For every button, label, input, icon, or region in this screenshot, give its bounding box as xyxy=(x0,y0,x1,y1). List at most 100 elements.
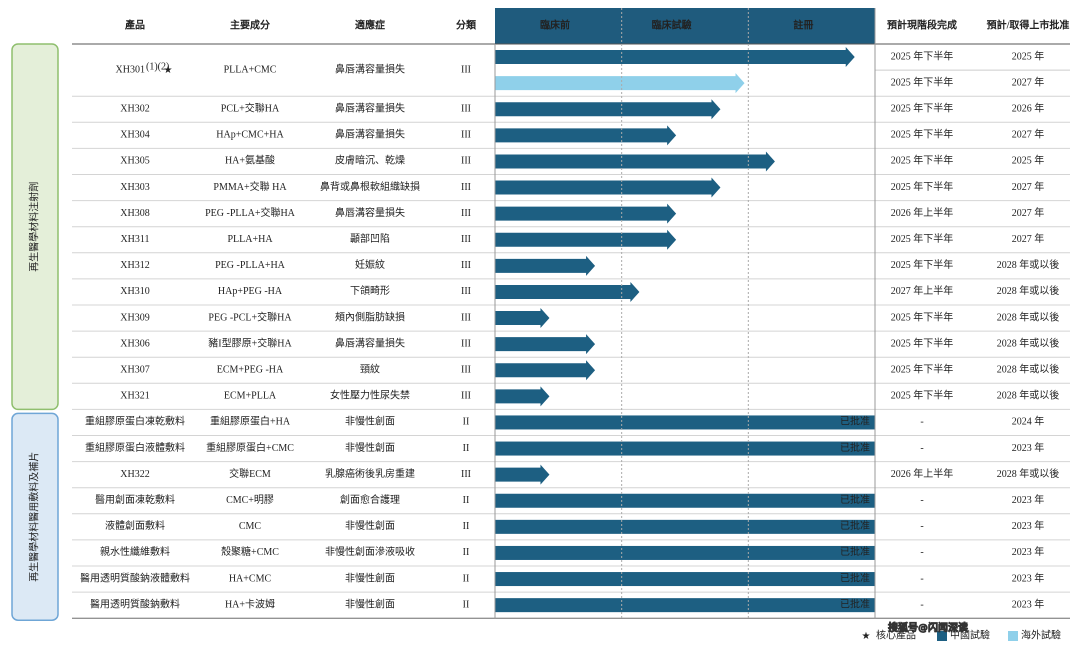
indication: 頰內側脂肪缺損 xyxy=(335,310,405,323)
expected-complete: 2025 年下半年 xyxy=(891,258,954,271)
class: III xyxy=(461,338,471,349)
progress-arrow xyxy=(495,334,596,355)
progress-bar xyxy=(495,519,875,534)
expected-complete: 2025 年下半年 xyxy=(891,180,954,193)
progress-bar xyxy=(495,441,875,456)
product: XH304 xyxy=(120,130,149,141)
group-box xyxy=(11,43,59,411)
product: 醫用透明質酸鈉液體敷料 xyxy=(80,571,190,584)
class: III xyxy=(461,469,471,480)
class: III xyxy=(461,365,471,376)
ingredients: PEG -PCL+交聯HA xyxy=(208,310,292,323)
expected-approval: 2028 年或以後 xyxy=(997,389,1060,402)
product: 液體創面敷料 xyxy=(105,519,165,532)
progress-bar xyxy=(495,572,875,587)
ingredients: CMC+明膠 xyxy=(226,494,274,506)
class: III xyxy=(461,130,471,141)
status-label: 已批准 xyxy=(840,545,870,558)
expected-approval: 2023 年 xyxy=(1012,597,1045,610)
class: II xyxy=(463,599,470,610)
expected-approval: 2028 年或以後 xyxy=(997,284,1060,297)
product: XH311 xyxy=(120,234,149,245)
progress-arrow xyxy=(495,281,640,302)
expected-approval: 2027 年 xyxy=(1012,232,1045,245)
expected-approval: 2028 年或以後 xyxy=(997,336,1060,349)
expected-complete: 2025 年下半年 xyxy=(891,75,954,88)
progress-arrow xyxy=(495,177,721,198)
progress-bar xyxy=(495,598,875,613)
indication: 非慢性創面滲液吸收 xyxy=(325,545,415,558)
core-star: ★ xyxy=(164,65,173,76)
ingredients: PLLA+HA xyxy=(227,234,273,245)
indication: 顳部凹陷 xyxy=(350,232,390,245)
expected-approval: 2027 年 xyxy=(1012,180,1045,193)
legend-label: 中國試驗 xyxy=(950,628,990,641)
indication: 鼻背或鼻根軟組織缺損 xyxy=(320,180,420,193)
legend-star: ★ xyxy=(862,631,871,642)
column-header: 主要成分 xyxy=(230,18,270,31)
status-label: 已批准 xyxy=(840,441,870,454)
expected-approval: 2023 年 xyxy=(1012,441,1045,454)
expected-complete: - xyxy=(920,547,923,558)
column-header: 預計現階段完成 xyxy=(887,18,957,31)
expected-approval: 2023 年 xyxy=(1012,545,1045,558)
column-header: 適應症 xyxy=(355,18,385,31)
expected-approval: 2028 年或以後 xyxy=(997,310,1060,323)
indication: 皮膚暗沉、乾燥 xyxy=(335,154,405,167)
progress-arrow xyxy=(495,464,550,485)
expected-complete: 2027 年上半年 xyxy=(891,284,954,297)
product: XH322 xyxy=(120,469,149,480)
ingredients: HA+卡波姆 xyxy=(225,597,275,610)
class: II xyxy=(463,573,470,584)
expected-approval: 2027 年 xyxy=(1012,75,1045,88)
stage-header: 臨床試驗 xyxy=(652,18,692,31)
indication: 頸紋 xyxy=(360,363,380,376)
product: XH310 xyxy=(120,286,149,297)
progress-arrow xyxy=(495,47,855,68)
expected-complete: 2025 年下半年 xyxy=(891,128,954,141)
progress-arrow xyxy=(495,73,745,94)
ingredients: CMC xyxy=(239,521,262,532)
column-header: 預計/取得上市批准 xyxy=(987,18,1070,31)
expected-approval: 2023 年 xyxy=(1012,493,1045,506)
legend-swatch xyxy=(937,631,947,641)
product: XH306 xyxy=(120,338,149,349)
indication: 下頜畸形 xyxy=(350,284,390,297)
product: 重組膠原蛋白液體敷料 xyxy=(85,441,185,454)
product: XH301 xyxy=(116,64,145,75)
expected-complete: - xyxy=(920,599,923,610)
expected-approval: 2027 年 xyxy=(1012,206,1045,219)
progress-arrow xyxy=(495,255,596,276)
indication: 鼻唇溝容量損失 xyxy=(335,336,405,349)
indication: 非慢性創面 xyxy=(345,571,395,584)
expected-approval: 2023 年 xyxy=(1012,571,1045,584)
expected-complete: 2026 年上半年 xyxy=(891,467,954,480)
indication: 鼻唇溝容量損失 xyxy=(335,206,405,219)
ingredients: 豬I型膠原+交聯HA xyxy=(208,336,292,349)
product: XH308 xyxy=(120,208,149,219)
expected-approval: 2026 年 xyxy=(1012,102,1045,115)
expected-complete: - xyxy=(920,521,923,532)
expected-complete: 2025 年下半年 xyxy=(891,49,954,62)
progress-arrow xyxy=(495,360,596,381)
expected-complete: - xyxy=(920,417,923,428)
class: II xyxy=(463,417,470,428)
stage-header: 註冊 xyxy=(793,18,813,31)
progress-bar xyxy=(495,415,875,430)
indication: 創面愈合護理 xyxy=(340,493,400,506)
product-note: (1)(2) xyxy=(146,61,169,72)
expected-approval: 2028 年或以後 xyxy=(997,258,1060,271)
ingredients: 重組膠原蛋白+CMC xyxy=(206,441,294,454)
progress-arrow xyxy=(495,151,775,172)
ingredients: PEG -PLLA+交聯HA xyxy=(205,206,296,219)
expected-approval: 2028 年或以後 xyxy=(997,363,1060,376)
ingredients: PLLA+CMC xyxy=(224,64,277,75)
ingredients: 重組膠原蛋白+HA xyxy=(210,415,291,428)
status-label: 已批准 xyxy=(840,597,870,610)
class: III xyxy=(461,156,471,167)
group-label: 再生醫學材料醫用敷料及補片 xyxy=(27,452,40,582)
ingredients: HA+氨基酸 xyxy=(225,154,275,167)
product: 醫用創面凍乾敷料 xyxy=(95,493,175,506)
expected-complete: 2026 年上半年 xyxy=(891,206,954,219)
